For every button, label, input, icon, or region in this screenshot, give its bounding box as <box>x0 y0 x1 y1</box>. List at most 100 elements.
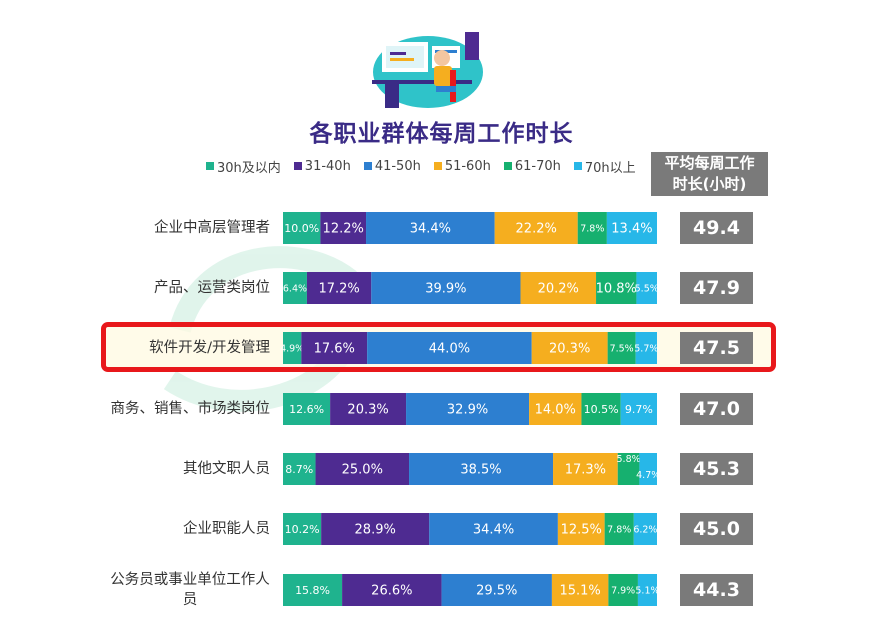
data-label: 12.2% <box>323 222 364 237</box>
bar-segment <box>406 393 530 425</box>
bar-segment <box>553 453 618 485</box>
bar-segment <box>366 212 495 244</box>
bar-segment <box>283 574 343 606</box>
bar-segment <box>321 513 430 545</box>
data-label: 10.5% <box>584 403 619 416</box>
data-label: 6.4% <box>283 283 307 294</box>
legend-item: 41-50h <box>363 158 421 174</box>
legend-swatch <box>293 162 302 170</box>
data-label: 4.9% <box>280 343 304 354</box>
data-label: 4.7% <box>636 470 660 481</box>
average-hours-header-line1: 平均每周工作 <box>664 154 755 172</box>
bar-segment <box>494 212 578 244</box>
data-label: 7.5% <box>610 343 634 354</box>
bar-segment <box>301 332 368 364</box>
data-label: 25.0% <box>342 463 383 478</box>
data-label: 29.5% <box>476 584 517 599</box>
data-label: 5.5% <box>635 283 659 294</box>
bar-segment <box>607 332 636 364</box>
bar-segment <box>633 513 657 545</box>
average-hours-header-line2: 时长(小时) <box>672 175 747 193</box>
legend-swatch <box>503 162 512 170</box>
legend-swatch <box>433 162 442 170</box>
data-label: 12.6% <box>289 403 324 416</box>
data-label: 8.7% <box>285 463 313 476</box>
legend-item: 70h以上 <box>573 157 636 176</box>
data-label: 44.0% <box>429 342 470 357</box>
data-label: 17.2% <box>318 282 359 297</box>
bar-segment <box>283 513 322 545</box>
legend-label: 41-50h <box>374 158 421 174</box>
bar-segment <box>551 574 609 606</box>
category-label: 企业中高层管理者 <box>154 220 270 236</box>
data-label: 14.0% <box>535 403 576 418</box>
data-label: 6.2% <box>633 524 657 535</box>
legend-label: 70h以上 <box>584 160 636 176</box>
bar-segment <box>283 332 302 364</box>
bar-segment <box>283 453 316 485</box>
data-label: 17.3% <box>565 463 606 478</box>
data-label: 34.4% <box>473 523 514 538</box>
bar-segment <box>639 453 657 485</box>
bar-segment <box>283 212 321 244</box>
average-hours-value: 49.4 <box>680 212 753 244</box>
bar-segment <box>606 212 657 244</box>
data-label: 5.1% <box>635 585 659 596</box>
bar-segment <box>429 513 558 545</box>
data-label: 7.8% <box>580 223 604 234</box>
data-label: 5.7% <box>634 343 658 354</box>
data-label: 15.1% <box>559 584 600 599</box>
data-label: 9.7% <box>625 403 653 416</box>
category-label: 商务、销售、市场类岗位 <box>110 401 271 417</box>
average-hours-value: 45.0 <box>680 513 753 545</box>
legend-label: 30h及以内 <box>217 160 281 176</box>
bar-segment <box>441 574 552 606</box>
category-label: 公务员或事业单位工作人员 <box>110 572 270 608</box>
bar-segment <box>604 513 634 545</box>
office-worker-desk-illustration <box>372 32 483 108</box>
bar-segment <box>596 272 637 304</box>
bar-segment <box>608 574 638 606</box>
category-label: 软件开发/开发管理 <box>149 340 270 356</box>
category-label: 其他文职人员 <box>183 461 270 477</box>
bar-segment <box>529 393 582 425</box>
bar-segment <box>315 453 410 485</box>
data-label: 39.9% <box>425 282 466 297</box>
data-label: 10.0% <box>284 222 319 235</box>
legend-label: 61-70h <box>514 158 561 174</box>
bar-segment <box>409 453 554 485</box>
legend-swatch <box>363 162 372 170</box>
data-label: 20.3% <box>549 342 590 357</box>
data-label: 26.6% <box>371 584 412 599</box>
data-label: 10.2% <box>285 523 320 536</box>
bar-segment <box>635 332 657 364</box>
bar-segment <box>330 393 407 425</box>
chart-title: 各职业群体每周工作时长 <box>309 121 574 147</box>
data-label: 22.2% <box>516 222 557 237</box>
legend-swatch <box>573 162 582 170</box>
bar-segment <box>636 272 657 304</box>
data-label: 10.8% <box>596 282 637 297</box>
average-hours-value: 47.0 <box>680 393 753 425</box>
data-label: 38.5% <box>460 463 501 478</box>
bar-segment <box>367 332 532 364</box>
legend-item: 31-40h <box>293 158 351 174</box>
data-label: 20.3% <box>347 403 388 418</box>
legend-label: 51-60h <box>444 158 491 174</box>
data-label: 5.8% <box>617 454 641 465</box>
legend-item: 51-60h <box>433 158 491 174</box>
bar-segment <box>637 574 657 606</box>
legend: 30h及以内 31-40h 41-50h 51-60h 61-70h 70h以上 <box>206 156 649 176</box>
bar-segment <box>520 272 597 304</box>
average-hours-value: 44.3 <box>680 574 753 606</box>
data-label: 7.9% <box>611 585 635 596</box>
legend-item: 30h及以内 <box>206 157 281 176</box>
data-label: 17.6% <box>314 342 355 357</box>
legend-label: 31-40h <box>304 158 351 174</box>
average-hours-value: 47.9 <box>680 272 753 304</box>
legend-item: 61-70h <box>503 158 561 174</box>
data-label: 7.8% <box>607 524 631 535</box>
bar-segment <box>371 272 521 304</box>
